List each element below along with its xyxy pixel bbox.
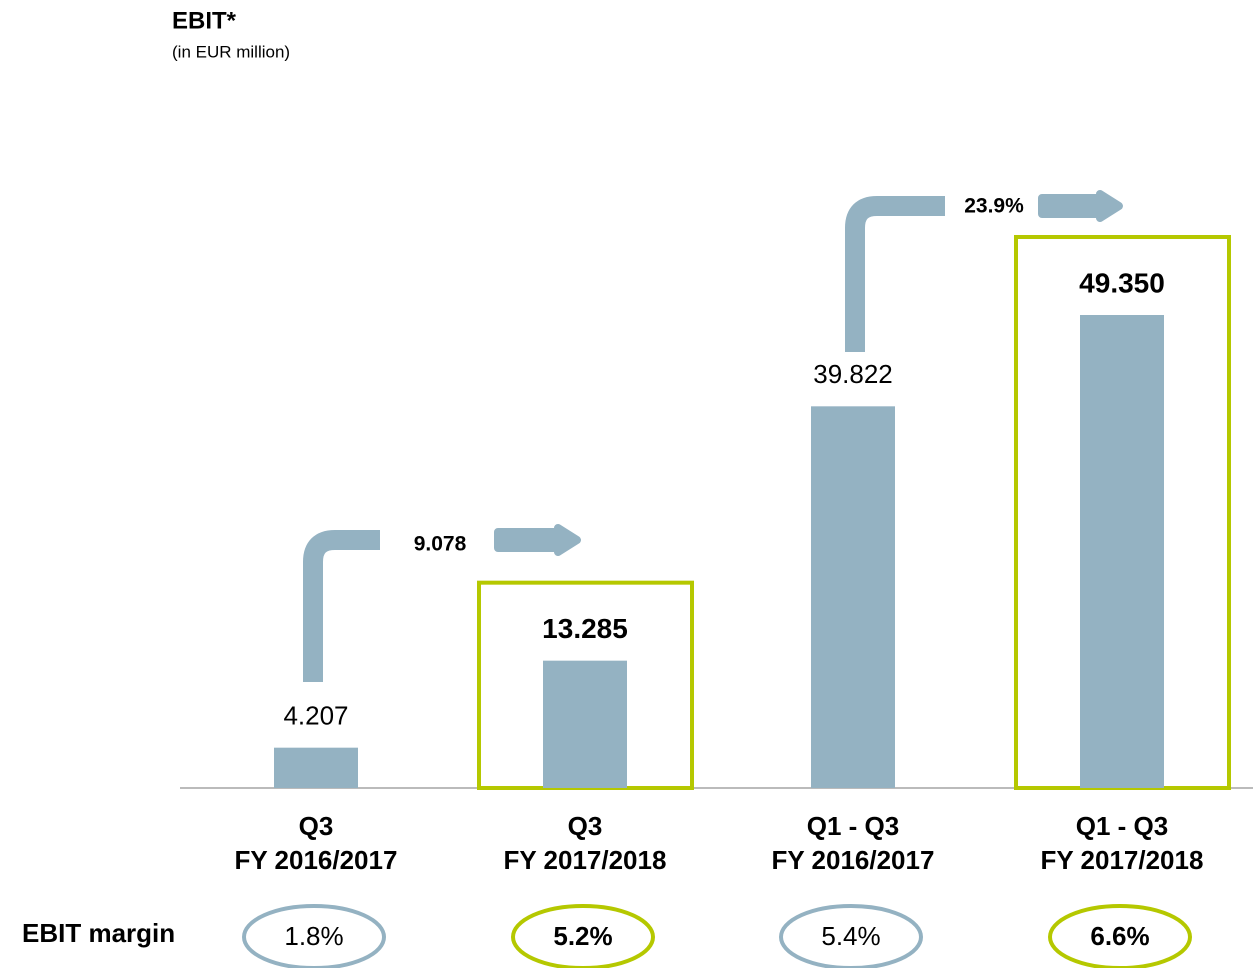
margin-label: 5.4% <box>821 921 880 951</box>
growth-arrow <box>845 196 945 352</box>
x-tick-label: Q3 <box>568 811 603 841</box>
margin-ellipse <box>511 904 655 968</box>
x-tick-label: FY 2017/2018 <box>1041 845 1204 875</box>
margin-title: EBIT margin <box>22 918 175 948</box>
growth-label: 9.078 <box>414 533 467 556</box>
value-label: 13.285 <box>542 613 628 644</box>
margin-label: 6.6% <box>1090 921 1149 951</box>
x-tick-label: FY 2016/2017 <box>235 845 398 875</box>
margin-label: 5.2% <box>553 921 612 951</box>
growth-arrow <box>303 530 380 682</box>
growth-arrow-head <box>1038 190 1123 222</box>
x-tick-label: Q3 <box>299 811 334 841</box>
value-label: 49.350 <box>1079 267 1165 298</box>
bar <box>543 660 627 788</box>
x-tick-label: FY 2016/2017 <box>772 845 935 875</box>
growth-label: 23.9% <box>964 195 1024 218</box>
margin-ellipse <box>779 904 923 968</box>
bar <box>1080 315 1164 788</box>
chart-subtitle: (in EUR million) <box>172 42 290 61</box>
margin-ellipse <box>1048 904 1192 968</box>
bar <box>811 406 895 788</box>
x-tick-label: Q1 - Q3 <box>807 811 899 841</box>
growth-arrow-head <box>494 524 581 556</box>
chart-title: EBIT* <box>172 7 237 34</box>
margin-ellipse <box>242 904 386 968</box>
value-label: 39.822 <box>813 359 893 389</box>
x-tick-label: Q1 - Q3 <box>1076 811 1168 841</box>
margin-label: 1.8% <box>284 921 343 951</box>
bar <box>274 747 358 788</box>
value-label: 4.207 <box>283 701 348 731</box>
x-tick-label: FY 2017/2018 <box>504 845 667 875</box>
